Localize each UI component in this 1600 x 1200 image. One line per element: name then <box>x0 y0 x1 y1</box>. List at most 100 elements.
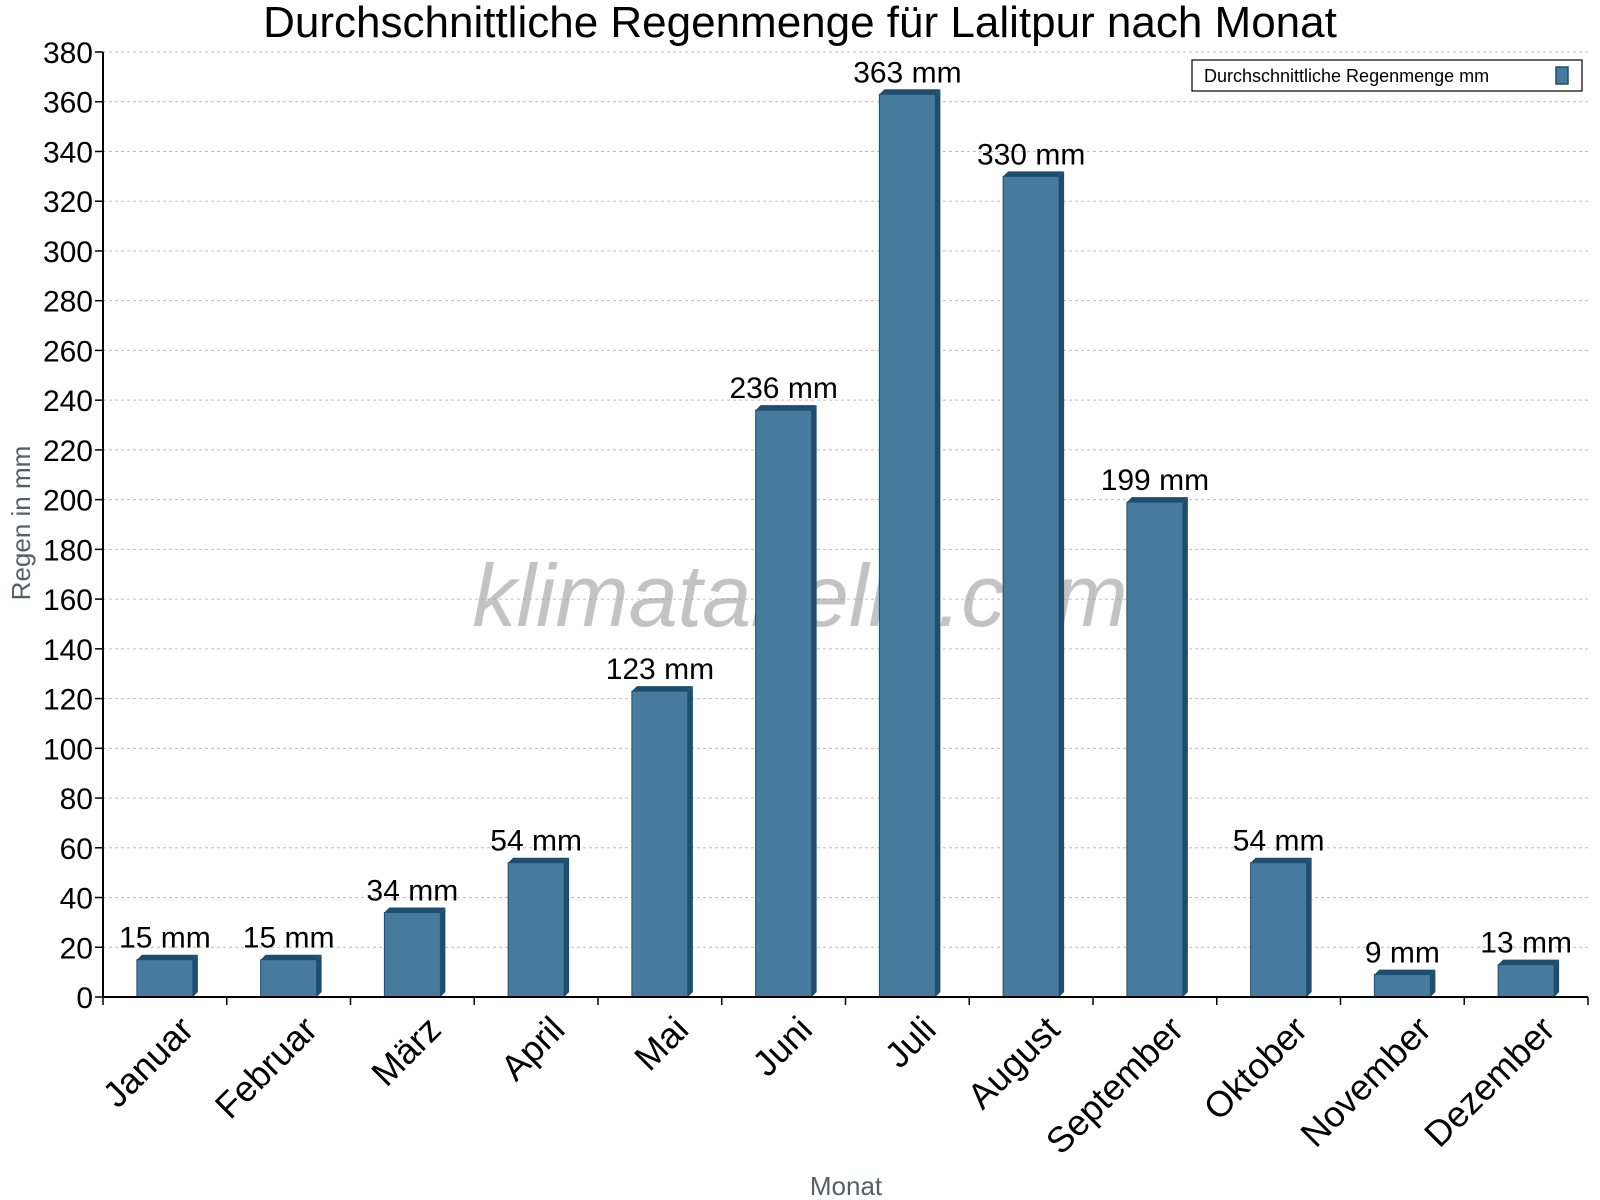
bar <box>631 686 693 998</box>
x-tick-label: März <box>363 1008 449 1094</box>
data-label: 15 mm <box>119 922 211 955</box>
bar-face <box>1373 974 1431 998</box>
bar-side <box>935 89 941 998</box>
bar-top <box>1003 171 1065 177</box>
bar-top <box>136 954 198 960</box>
y-tick-label: 40 <box>60 883 93 916</box>
bar-side <box>1306 857 1312 997</box>
y-tick-label: 20 <box>60 932 93 965</box>
x-tick-label: Juli <box>877 1008 944 1075</box>
x-tick-label: November <box>1292 1008 1438 1154</box>
y-tick-label: 380 <box>43 37 93 70</box>
bar-face <box>136 959 194 998</box>
bar-side <box>687 686 693 997</box>
legend-box <box>1191 59 1583 92</box>
data-label: 34 mm <box>367 874 459 907</box>
bar-face <box>1126 501 1184 998</box>
bar-top <box>1250 857 1312 863</box>
bar-top <box>879 89 941 95</box>
y-tick-label: 60 <box>60 833 93 866</box>
bar-side <box>564 857 570 997</box>
data-label: 363 mm <box>853 56 961 89</box>
y-tick-label: 360 <box>43 87 93 120</box>
data-label: 123 mm <box>606 653 714 686</box>
data-label: 236 mm <box>729 372 837 405</box>
bar <box>878 89 941 998</box>
bar-group <box>136 89 1560 998</box>
data-label: 330 mm <box>977 138 1085 171</box>
data-label: 13 mm <box>1480 927 1572 960</box>
bar <box>1250 857 1312 998</box>
bar-side <box>1554 959 1560 997</box>
data-label: 15 mm <box>243 922 335 955</box>
x-tick-label: August <box>959 1008 1067 1116</box>
bar-top <box>755 405 817 411</box>
y-tick-label: 220 <box>43 435 93 468</box>
x-tick-label: Mai <box>626 1008 696 1078</box>
bar-face <box>631 690 689 998</box>
bar-face <box>1250 862 1308 998</box>
bar-side <box>1182 497 1188 997</box>
data-label-group: 15 mm 15 mm 34 mm 54 mm 123 mm 236 mm 363 mm 33… <box>119 56 1572 969</box>
bar-side <box>192 954 198 997</box>
bar <box>260 954 322 998</box>
y-tick-label: 160 <box>43 584 93 617</box>
bar <box>1002 171 1065 998</box>
bar <box>755 405 817 998</box>
legend-swatch <box>1555 66 1569 85</box>
data-label: 54 mm <box>490 825 582 858</box>
bar-side <box>1430 969 1436 997</box>
bar-side <box>1059 171 1065 997</box>
y-tick-label: 280 <box>43 286 93 319</box>
bar-top <box>1498 959 1560 965</box>
bar-top <box>1374 969 1436 975</box>
bar <box>383 907 446 998</box>
y-axis-label: Regen in mm <box>6 446 36 601</box>
y-tick-label: 340 <box>43 136 93 169</box>
bar-side <box>316 954 322 997</box>
bar-face <box>878 93 936 998</box>
data-label: 54 mm <box>1233 825 1325 858</box>
y-tick-label: 0 <box>76 982 93 1015</box>
grid-lines <box>103 51 1588 948</box>
y-tick-label: 320 <box>43 186 93 219</box>
chart-title: Durchschnittliche Regenmenge für Lalitpu… <box>263 0 1337 47</box>
legend: Durchschnittliche Regenmenge mm <box>1191 59 1583 92</box>
bar-top <box>260 954 322 960</box>
bar-face <box>507 862 565 998</box>
bar-top <box>508 857 570 863</box>
y-tick-label: 300 <box>43 236 93 269</box>
bar-face <box>383 911 441 998</box>
x-tick-label: Oktober <box>1195 1008 1315 1128</box>
y-tick-label: 200 <box>43 485 93 518</box>
y-tick-label: 180 <box>43 534 93 567</box>
bar-top <box>384 907 446 913</box>
bar-side <box>811 405 817 998</box>
bar <box>1126 497 1188 998</box>
x-tick-label: Februar <box>207 1008 325 1126</box>
x-tick-label: Juni <box>744 1008 820 1084</box>
bar-top <box>1126 497 1188 503</box>
y-tick-label: 120 <box>43 684 93 717</box>
x-tick-label: April <box>493 1008 573 1088</box>
y-tick-label: 260 <box>43 335 93 368</box>
bar-face <box>755 409 813 998</box>
bar-face <box>260 959 318 998</box>
bar-face <box>1002 175 1060 998</box>
x-tick-label: Dezember <box>1416 1008 1562 1154</box>
bar <box>507 857 570 998</box>
legend-label: Durchschnittliche Regenmenge mm <box>1204 66 1489 86</box>
y-tick-label: 80 <box>60 783 93 816</box>
data-label: 9 mm <box>1365 937 1440 970</box>
x-tick-label: Januar <box>94 1008 201 1115</box>
bar <box>1497 959 1560 998</box>
x-tick-group: Januar Februar März April Mai Juni Juli AugustS… <box>94 997 1589 1162</box>
bar-side <box>440 907 446 997</box>
y-tick-label: 140 <box>43 634 93 667</box>
bar-top <box>631 686 693 692</box>
bar <box>1373 969 1436 998</box>
bar-face <box>1497 964 1555 998</box>
x-axis-label: Monat <box>810 1171 883 1200</box>
bar <box>136 954 198 998</box>
